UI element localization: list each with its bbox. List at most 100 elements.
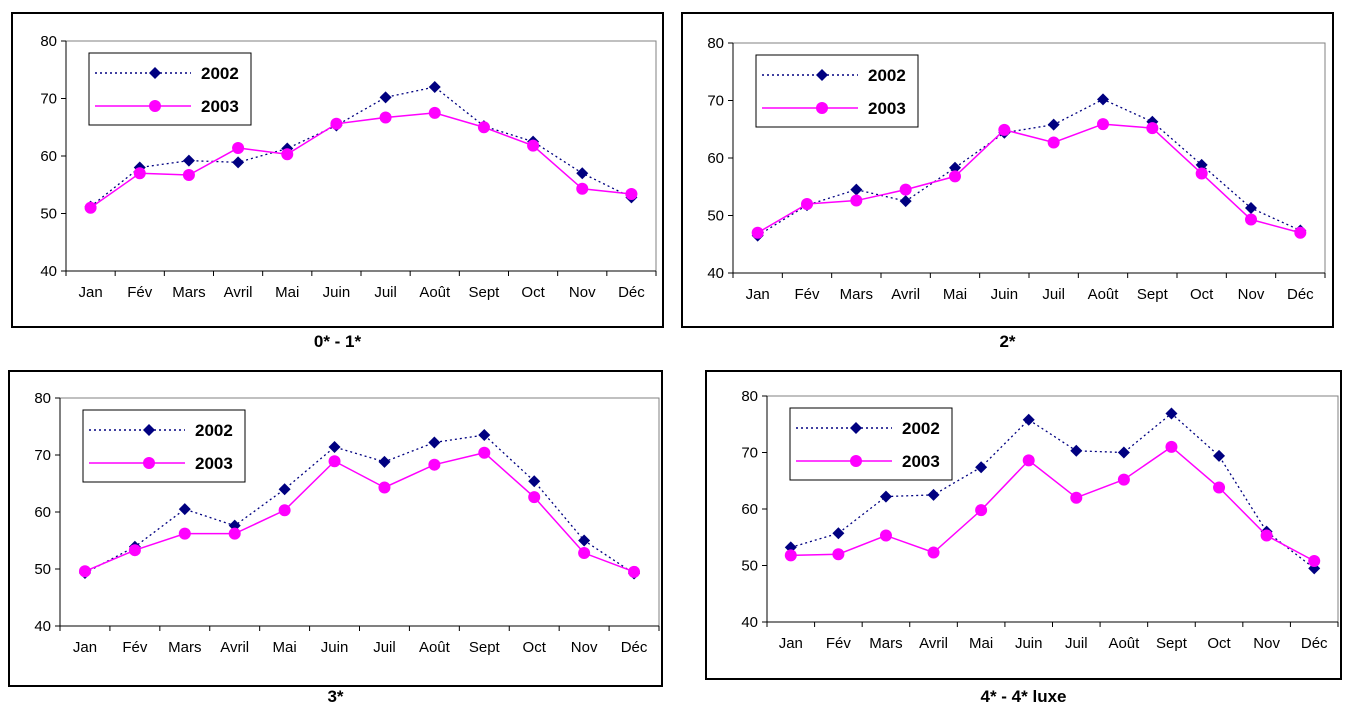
x-tick-label: Jan	[73, 639, 97, 656]
x-tick-label: Juil	[1065, 635, 1088, 652]
data-point-2003	[578, 547, 591, 560]
line-chart: 40 50 60 70 80 Jan Fév Mars Avril Mai Juin Juil Août…	[707, 35, 1326, 303]
y-tick-label: 40	[34, 618, 51, 635]
x-tick-label: Mars	[172, 284, 205, 301]
y-tick-label: 70	[707, 93, 724, 110]
x-tick-label: Juil	[1042, 286, 1065, 303]
legend-label: 2003	[195, 454, 233, 473]
legend-box	[88, 52, 252, 126]
series-line-2003	[790, 445, 1315, 562]
x-tick-label: Juin	[1015, 635, 1043, 652]
x-tick-label: Août	[1088, 286, 1120, 303]
data-point-2003	[78, 565, 91, 578]
data-point-2002	[232, 156, 245, 169]
x-tick-label: Jan	[779, 635, 803, 652]
series-line-2003	[757, 123, 1301, 234]
line-chart: 40 50 60 70 80 Jan Fév Mars Avril Mai Juin Juil Août…	[40, 33, 657, 301]
data-point-2002	[1097, 93, 1109, 106]
data-point-2003	[1070, 491, 1083, 504]
data-point-2003	[879, 529, 892, 542]
data-point-2003	[477, 121, 490, 134]
data-point-2003	[528, 491, 541, 504]
legend-label: 2002	[195, 421, 233, 440]
data-point-2002	[278, 483, 291, 496]
data-point-2003	[850, 194, 863, 207]
data-point-2002	[478, 429, 491, 442]
chart-title: 2*	[999, 332, 1016, 351]
legend-marker-2003	[816, 102, 828, 114]
y-tick-label: 40	[707, 265, 724, 282]
data-point-2002	[378, 455, 391, 468]
y-tick-label: 60	[741, 501, 758, 518]
data-point-2003	[128, 544, 141, 557]
data-point-2002	[879, 490, 892, 503]
data-point-2003	[998, 123, 1011, 136]
data-point-2003	[927, 546, 940, 559]
data-point-2003	[379, 111, 392, 124]
chart-title: 0* - 1*	[313, 332, 362, 351]
legend-label: 2002	[201, 64, 239, 83]
x-tick-label: Sept	[1156, 635, 1188, 652]
y-tick-label: 50	[707, 208, 724, 225]
data-point-2003	[478, 446, 491, 459]
data-point-2002	[927, 488, 940, 501]
data-point-2003	[1165, 440, 1178, 453]
x-tick-label: Avril	[919, 635, 948, 652]
x-tick-label: Juin	[321, 639, 349, 656]
data-point-2003	[1260, 529, 1273, 542]
data-point-2002	[1117, 446, 1130, 459]
x-tick-label: Avril	[220, 639, 249, 656]
data-point-2002	[576, 167, 589, 180]
data-point-2003	[1047, 136, 1060, 149]
x-tick-label: Sept	[469, 639, 501, 656]
legend-box	[82, 409, 246, 483]
legend-marker-2002	[149, 67, 161, 79]
chart-title: 4* - 4* luxe	[980, 687, 1067, 706]
data-point-2002	[328, 441, 341, 454]
data-point-2003	[178, 527, 191, 540]
y-tick-label: 80	[34, 390, 51, 407]
x-tick-label: Mai	[273, 639, 297, 656]
legend-marker-2003	[149, 100, 161, 112]
data-point-2003	[228, 527, 241, 540]
legend-label: 2003	[868, 99, 906, 118]
x-tick-label: Avril	[224, 284, 253, 301]
data-point-2002	[379, 91, 392, 104]
x-tick-label: Fév	[794, 286, 820, 303]
data-point-2003	[527, 139, 540, 152]
data-point-2003	[1146, 122, 1159, 135]
x-tick-label: Déc	[1287, 286, 1314, 303]
series-line-2003	[90, 112, 632, 209]
line-chart: 40 50 60 70 80 Jan Fév Mars Avril Mai Juin Juil Août…	[34, 390, 660, 656]
x-tick-label: Nov	[1238, 286, 1265, 303]
legend-label: 2003	[902, 452, 940, 471]
y-tick-label: 70	[34, 447, 51, 464]
legend-box	[755, 54, 919, 128]
legend-marker-2002	[850, 422, 862, 434]
data-point-2002	[1022, 413, 1035, 426]
x-tick-label: Oct	[521, 284, 545, 301]
chart-panel-3: 40 50 60 70 80 Jan Fév Mars Avril Mai Juin Juil Août…	[8, 370, 663, 710]
y-tick-label: 80	[40, 33, 57, 50]
data-point-2002	[949, 161, 961, 174]
x-tick-label: Mars	[840, 286, 873, 303]
x-tick-label: Nov	[571, 639, 598, 656]
x-tick-label: Jan	[78, 284, 102, 301]
legend-marker-2002	[816, 69, 828, 81]
x-tick-label: Oct	[523, 639, 547, 656]
chart-title: 3*	[327, 687, 344, 706]
data-point-2003	[899, 183, 912, 196]
data-point-2002	[850, 183, 863, 196]
series-line-2002	[757, 98, 1301, 237]
data-point-2003	[949, 170, 961, 183]
data-point-2003	[832, 548, 845, 561]
series-line-2002	[90, 86, 632, 208]
data-point-2003	[182, 168, 195, 181]
legend-label: 2003	[201, 97, 239, 116]
data-point-2003	[1245, 213, 1257, 226]
data-point-2003	[232, 141, 245, 154]
data-point-2003	[281, 148, 294, 161]
data-point-2003	[576, 182, 589, 195]
x-tick-label: Jan	[746, 286, 770, 303]
legend-label: 2002	[902, 419, 940, 438]
